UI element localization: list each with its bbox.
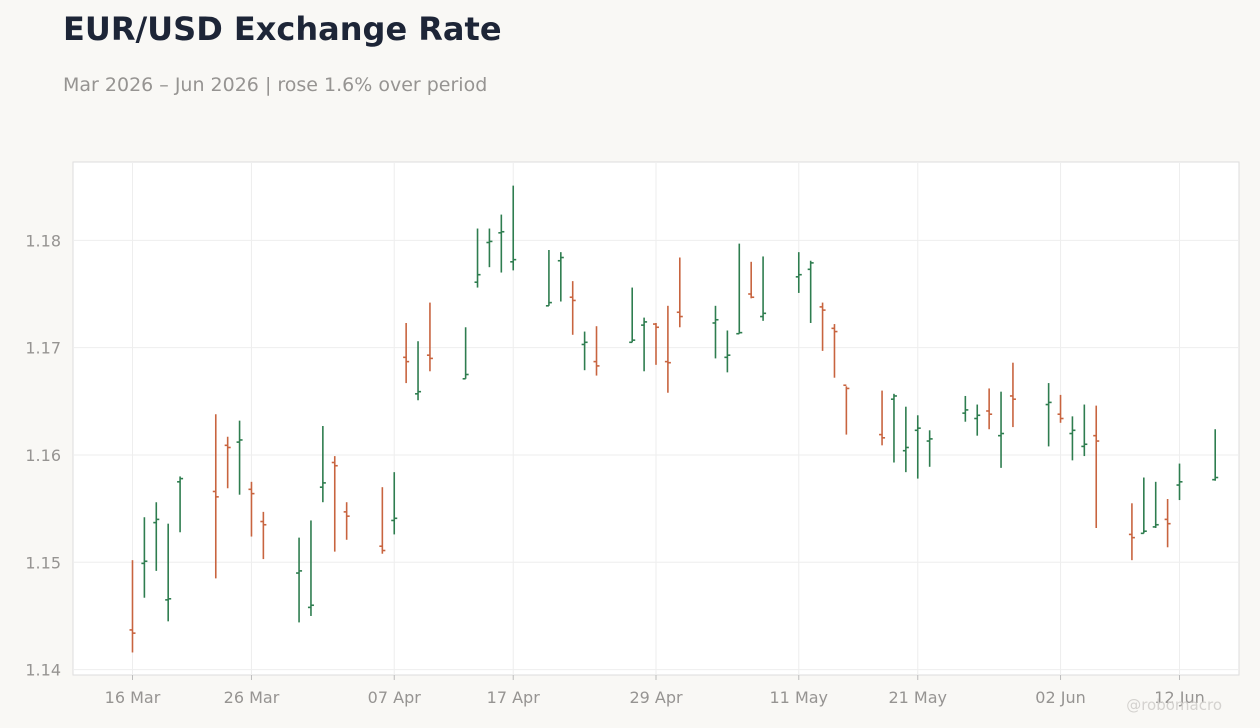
- ohlc-bar: [664, 305, 671, 393]
- ohlc-bar: [760, 256, 767, 321]
- ohlc-bar: [403, 322, 410, 384]
- ohlc-bar: [1093, 405, 1100, 528]
- ohlc-bar: [962, 395, 969, 422]
- ohlc-bar: [629, 287, 636, 344]
- ohlc-bar: [581, 331, 588, 371]
- ohlc-bar: [914, 415, 921, 479]
- ohlc-bar: [653, 322, 659, 365]
- ohlc-bar: [890, 393, 897, 463]
- ohlc-bar: [415, 341, 422, 401]
- x-tick-label: 26 Mar: [224, 688, 280, 707]
- ohlc-bar: [879, 390, 886, 446]
- x-axis: 16 Mar 26 Mar 07 Apr 17 Apr 29 Apr 11 May 21 M…: [105, 675, 1205, 707]
- ohlc-bar: [224, 436, 231, 489]
- ohlc-bar: [343, 502, 350, 540]
- ohlc-bar: [260, 511, 267, 560]
- ohlc-bar: [676, 257, 683, 328]
- chart-title: EUR/USD Exchange Rate: [63, 10, 502, 48]
- ohlc-bar: [1212, 429, 1219, 481]
- x-tick-label: 16 Mar: [105, 688, 161, 707]
- x-tick-label: 12 Jun: [1154, 688, 1204, 707]
- ohlc-bar: [248, 481, 255, 537]
- ohlc-bar: [807, 260, 814, 323]
- ohlc-bar: [902, 406, 909, 473]
- y-tick-label: 1.14: [25, 661, 61, 680]
- x-tick-label: 21 May: [888, 688, 947, 707]
- ohlc-bar: [236, 420, 243, 495]
- ohlc-bar: [1176, 463, 1183, 501]
- ohlc-bar: [831, 324, 838, 378]
- x-tick-label: 02 Jun: [1035, 688, 1085, 707]
- ohlc-bar: [926, 430, 933, 467]
- ohlc-bar: [319, 426, 326, 503]
- x-tick-label: 17 Apr: [487, 688, 541, 707]
- ohlc-bar: [486, 228, 493, 268]
- ohlc-bar: [641, 317, 648, 372]
- ohlc-bar: [307, 520, 314, 616]
- ohlc-bar: [165, 523, 172, 622]
- ohlc-bar: [843, 384, 850, 435]
- watermark: @robomacro: [1126, 696, 1222, 714]
- ohlc-bars: [129, 185, 1219, 653]
- ohlc-bar: [724, 330, 731, 373]
- ohlc-bar: [569, 281, 576, 335]
- ohlc-bar: [212, 414, 219, 579]
- ohlc-bar: [545, 250, 552, 307]
- ohlc-bar: [331, 456, 338, 552]
- y-tick-label: 1.16: [25, 446, 61, 465]
- ohlc-bar: [129, 560, 136, 653]
- ohlc-bar: [510, 185, 517, 271]
- ohlc-bar: [141, 517, 148, 598]
- x-tick-label: 07 Apr: [368, 688, 422, 707]
- ohlc-bar: [819, 302, 826, 351]
- ohlc-bar: [379, 487, 386, 554]
- y-axis: 1.14 1.15 1.16 1.17 1.18: [25, 231, 61, 679]
- ohlc-bar: [998, 391, 1005, 468]
- x-tick-label: 29 Apr: [629, 688, 683, 707]
- ohlc-bar: [498, 214, 505, 273]
- ohlc-bar: [557, 252, 564, 302]
- ohlc-bar: [1128, 503, 1135, 561]
- x-tick-label: 11 May: [770, 688, 829, 707]
- ohlc-bar: [177, 476, 184, 533]
- ohlc-bar: [153, 502, 160, 571]
- ohlc-bar: [974, 404, 981, 436]
- ohlc-bar: [712, 305, 719, 359]
- ohlc-bar: [736, 243, 743, 335]
- ohlc-bar: [795, 252, 802, 293]
- ohlc-bar: [1045, 383, 1052, 447]
- ohlc-bar: [1057, 394, 1064, 423]
- ohlc-bar: [748, 261, 755, 299]
- ohlc-bar: [391, 472, 398, 535]
- chart-subtitle: Mar 2026 – Jun 2026 | rose 1.6% over per…: [63, 74, 488, 96]
- ohlc-bar: [593, 326, 600, 376]
- ohlc-bar: [1009, 362, 1016, 428]
- ohlc-bar: [474, 228, 481, 288]
- ohlc-bar: [1152, 481, 1159, 528]
- y-tick-label: 1.15: [25, 553, 61, 572]
- ohlc-bar: [462, 327, 469, 380]
- ohlc-bar: [426, 302, 433, 372]
- ohlc-bar: [1069, 416, 1076, 461]
- y-tick-label: 1.17: [25, 339, 61, 358]
- y-tick-label: 1.18: [25, 231, 61, 250]
- ohlc-bar: [1140, 477, 1147, 535]
- ohlc-bar: [1081, 404, 1088, 457]
- ohlc-bar: [1164, 498, 1171, 548]
- ohlc-bar: [986, 388, 993, 430]
- ohlc-bar: [296, 537, 303, 623]
